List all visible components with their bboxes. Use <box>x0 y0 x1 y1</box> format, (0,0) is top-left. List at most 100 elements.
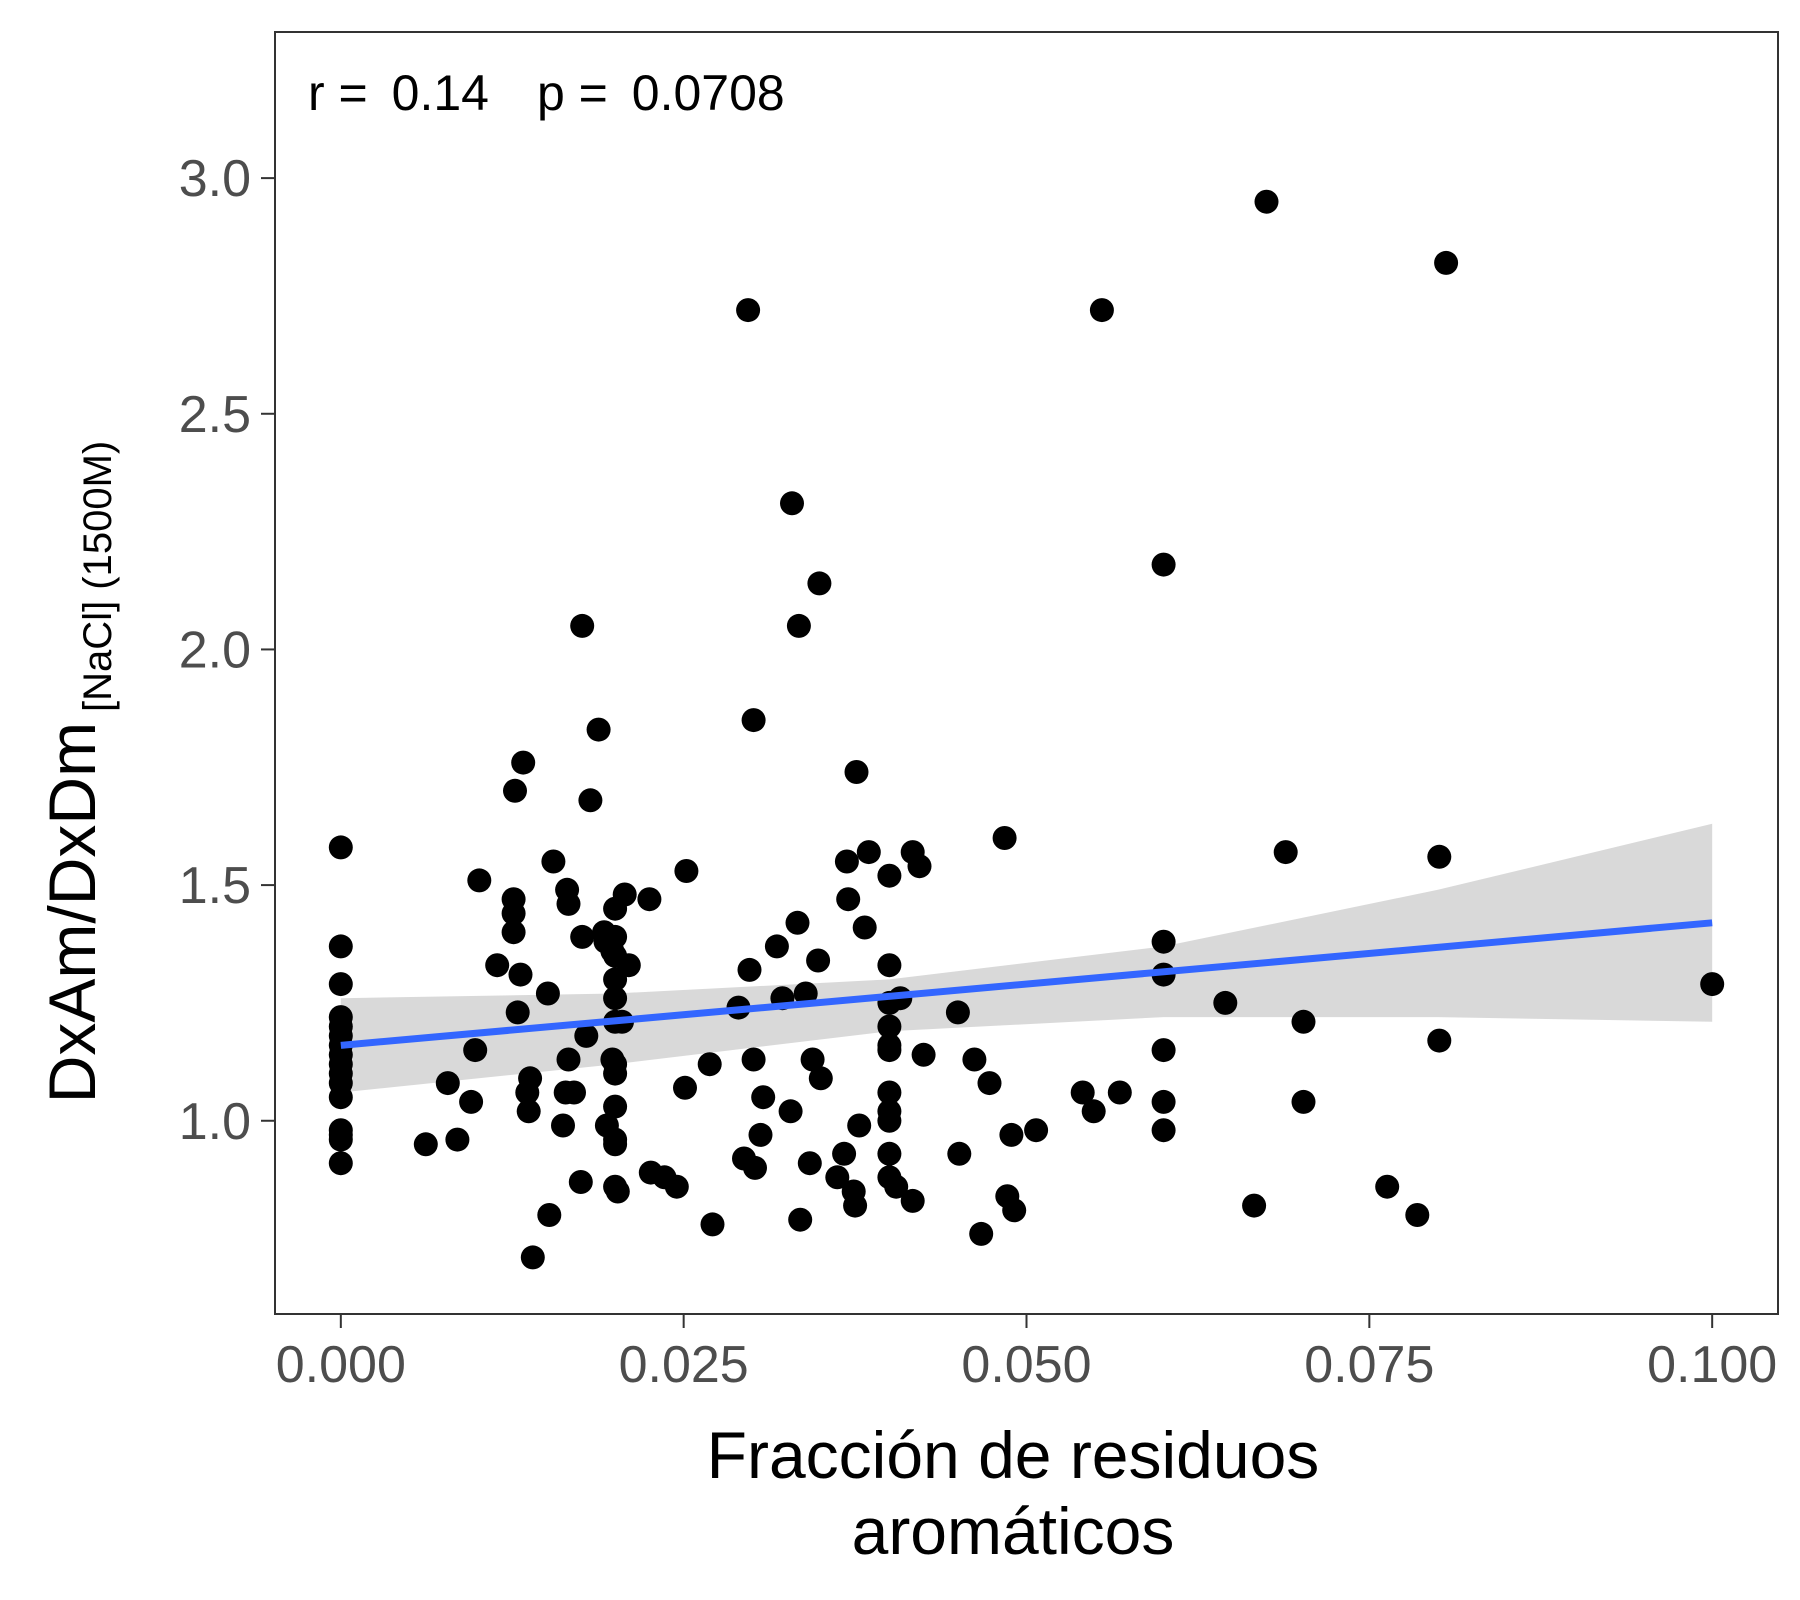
data-point <box>1081 1099 1106 1124</box>
data-point <box>877 863 902 888</box>
data-point <box>977 1071 1002 1096</box>
data-point <box>785 910 810 935</box>
data-point <box>1700 972 1725 997</box>
data-point <box>1107 1080 1132 1105</box>
y-tick-label: 1.5 <box>179 857 251 915</box>
data-point <box>852 915 877 940</box>
data-point <box>664 1174 689 1199</box>
data-point <box>697 1052 722 1077</box>
data-point <box>562 1080 586 1105</box>
data-point <box>800 1047 825 1072</box>
data-point <box>700 1212 725 1237</box>
confidence-band-layer <box>340 823 1713 1093</box>
data-point <box>603 1094 628 1119</box>
data-point <box>501 920 526 945</box>
data-point <box>778 1099 803 1124</box>
data-point <box>786 613 811 638</box>
data-point <box>445 1127 470 1152</box>
data-point <box>737 957 762 982</box>
correlation-annotation: r = 0.14 p = 0.0708 <box>308 65 785 121</box>
data-point <box>570 924 595 949</box>
data-point <box>674 859 699 883</box>
y-axis-title: DxAm/DxDm [NaCl] (1500M) <box>35 441 120 1104</box>
data-point <box>556 891 581 916</box>
data-point <box>1151 552 1176 577</box>
y-axis-title-subscript: [NaCl] (1500M) <box>76 441 120 712</box>
data-point <box>764 934 789 959</box>
data-point <box>825 1165 850 1190</box>
data-point <box>1089 298 1114 323</box>
x-axis-title-line-1: Fracción de residuos <box>707 1418 1320 1492</box>
data-point <box>911 1042 936 1067</box>
confidence-band <box>340 823 1713 1093</box>
data-point <box>884 1174 909 1199</box>
data-point <box>741 1047 766 1072</box>
data-point <box>999 1122 1024 1147</box>
data-point <box>780 491 804 516</box>
data-point <box>877 1108 902 1133</box>
data-point <box>1273 840 1298 865</box>
data-point <box>586 717 611 742</box>
y-tick-label: 2.0 <box>179 621 251 679</box>
y-axis: 1.0 1.5 2.0 2.5 3.0 <box>179 150 275 1151</box>
data-point <box>1213 990 1238 1015</box>
data-point <box>1002 1198 1027 1223</box>
data-point <box>945 1000 970 1025</box>
data-point <box>612 882 637 907</box>
data-point <box>541 849 566 874</box>
data-point <box>578 788 603 813</box>
data-point <box>1242 1193 1267 1218</box>
data-point <box>637 887 662 912</box>
data-point <box>568 1170 593 1194</box>
data-point <box>463 1038 488 1063</box>
data-point <box>736 298 761 323</box>
data-point <box>1427 1028 1452 1053</box>
data-point <box>797 1151 822 1176</box>
data-point <box>535 981 560 1006</box>
data-point <box>459 1089 484 1114</box>
data-point <box>1151 1089 1176 1114</box>
data-point <box>1151 929 1176 954</box>
data-point <box>505 1000 530 1025</box>
data-point <box>603 924 628 949</box>
p-value: 0.0708 <box>632 65 785 121</box>
data-point <box>843 1193 868 1218</box>
data-point <box>741 708 766 733</box>
data-point <box>807 571 832 596</box>
data-point <box>501 901 526 926</box>
data-point <box>556 1047 581 1072</box>
data-point <box>518 1066 543 1091</box>
data-point <box>537 1203 562 1227</box>
data-point <box>856 840 881 865</box>
r-value: 0.14 <box>392 65 489 121</box>
data-point <box>603 986 628 1011</box>
data-point <box>877 1080 902 1105</box>
y-tick-label: 2.5 <box>179 386 251 444</box>
data-point <box>574 1023 599 1048</box>
x-tick-label: 0.050 <box>961 1336 1091 1394</box>
data-point <box>328 972 353 997</box>
data-point <box>508 962 533 987</box>
data-point <box>520 1245 545 1270</box>
data-point <box>603 1132 628 1157</box>
data-point <box>877 1038 902 1063</box>
data-point <box>962 1047 987 1072</box>
data-point <box>413 1132 438 1157</box>
y-axis-title-main: DxAm/DxDm <box>35 722 109 1103</box>
r-label: r = <box>308 65 382 121</box>
regression-line <box>340 919 1713 1049</box>
x-tick-label: 0.000 <box>276 1336 406 1394</box>
data-point <box>907 854 932 879</box>
data-point <box>485 953 510 978</box>
data-point <box>1070 1080 1095 1105</box>
data-point <box>603 1061 628 1086</box>
y-tick-label: 3.0 <box>179 150 251 208</box>
data-point <box>844 760 869 784</box>
data-point <box>516 1099 541 1124</box>
data-point <box>328 934 353 959</box>
data-point <box>511 750 536 775</box>
x-tick-label: 0.075 <box>1304 1336 1434 1394</box>
data-point <box>435 1071 460 1096</box>
data-point <box>836 887 861 912</box>
